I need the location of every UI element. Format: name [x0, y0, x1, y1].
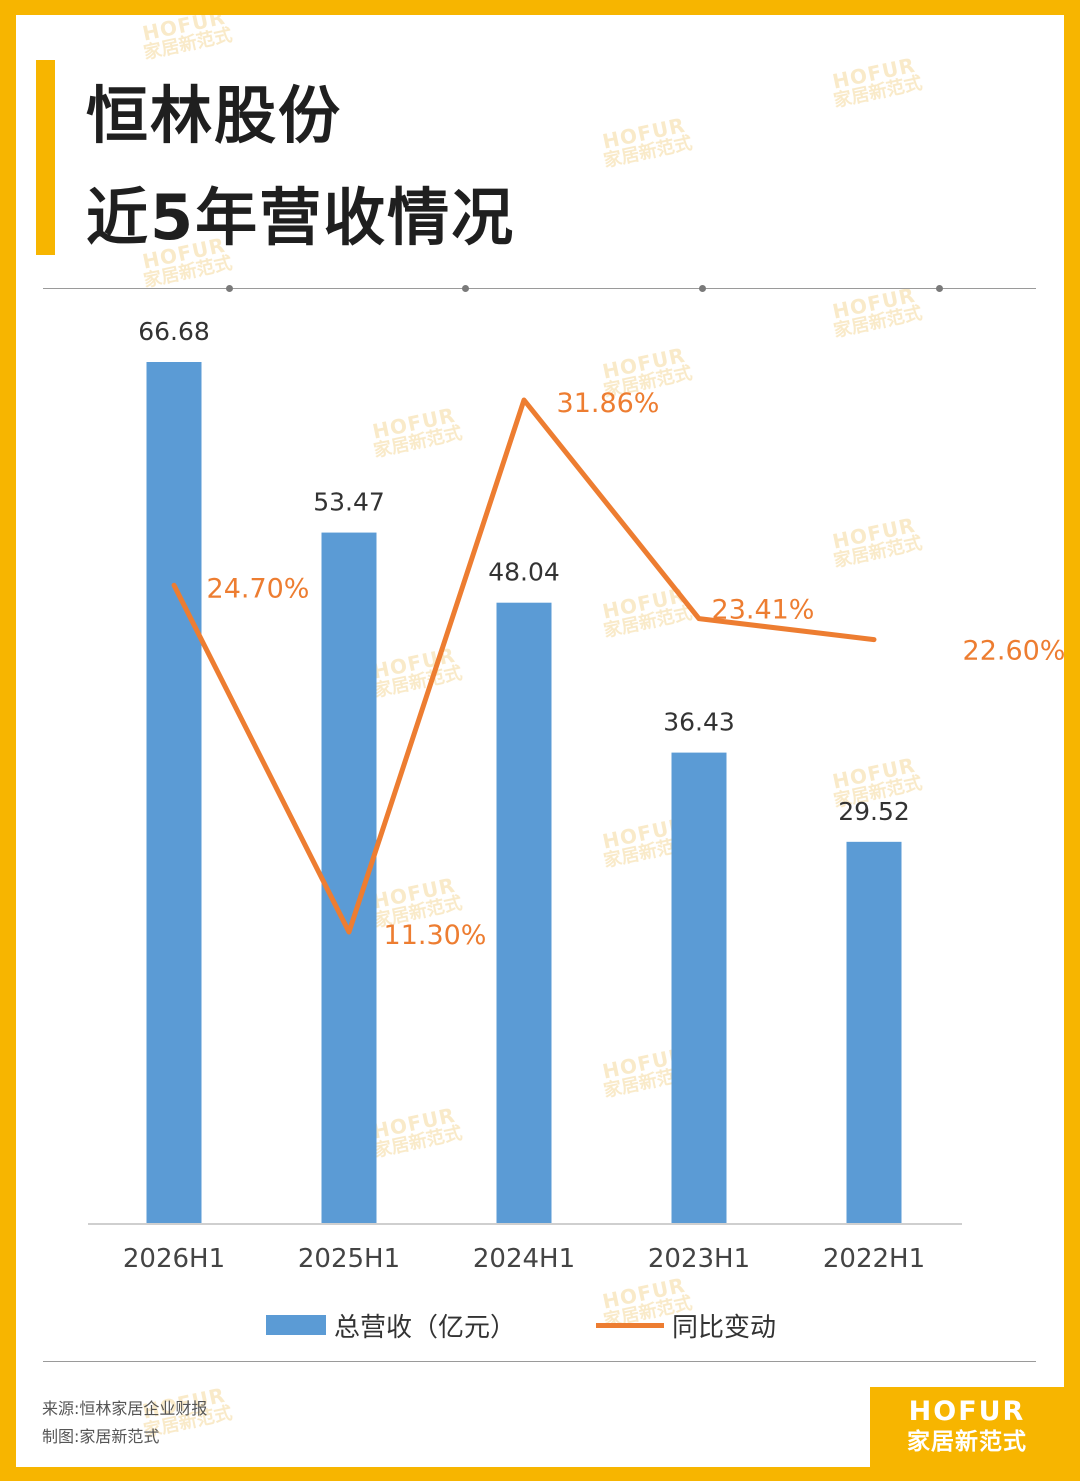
title-accent-bar	[36, 60, 55, 255]
yoy-value-label: 23.41%	[712, 595, 815, 626]
yoy-value-label: 24.70%	[207, 573, 310, 604]
revenue-bar	[671, 752, 727, 1223]
source-note: 来源:恒林家居企业财报 制图:家居新范式	[42, 1395, 207, 1451]
legend-label-yoy: 同比变动	[672, 1312, 777, 1343]
brand-logo: HOFUR 家居新范式	[870, 1387, 1064, 1467]
revenue-bar	[146, 362, 202, 1223]
x-axis-tick-label: 2022H1	[823, 1244, 925, 1274]
legend-swatch-bar	[266, 1315, 326, 1335]
yoy-value-label: 31.86%	[557, 388, 660, 419]
revenue-bar	[846, 841, 902, 1223]
divider-dot	[226, 285, 233, 292]
bar-value-label: 53.47	[313, 488, 385, 517]
bar-value-label: 48.04	[488, 558, 560, 587]
credit-line: 制图:家居新范式	[42, 1427, 160, 1446]
divider-dot	[462, 285, 469, 292]
bar-value-label: 66.68	[138, 317, 210, 346]
legend-label-revenue: 总营收（亿元）	[334, 1312, 517, 1343]
page-title: 恒林股份 近5年营收情况	[86, 65, 515, 269]
legend-swatch-line	[596, 1322, 665, 1328]
title-line-1: 恒林股份	[86, 79, 343, 152]
bar-value-label: 36.43	[663, 708, 735, 737]
x-axis-tick-label: 2026H1	[123, 1244, 225, 1274]
legend-item-yoy: 同比变动	[596, 1307, 776, 1344]
revenue-bar	[496, 602, 552, 1223]
x-axis-tick-label: 2024H1	[473, 1244, 575, 1274]
chart-legend: 总营收（亿元） 同比变动	[266, 1305, 776, 1345]
bottom-divider	[43, 1361, 1036, 1362]
x-axis-tick-label: 2025H1	[298, 1244, 400, 1274]
brand-name-cn: 家居新范式	[907, 1429, 1027, 1455]
title-line-2: 近5年营收情况	[86, 181, 516, 254]
combo-chart: 66.68 2026H1 53.47 2025H1 48.04 2024H1 36.43 20…	[88, 317, 1064, 1274]
legend-item-revenue: 总营收（亿元）	[266, 1307, 516, 1344]
divider-dot	[936, 285, 943, 292]
yoy-value-label: 11.30%	[384, 920, 487, 951]
yoy-value-label: 22.60%	[963, 636, 1064, 667]
divider-dot	[699, 285, 706, 292]
bar-value-label: 29.52	[838, 797, 910, 826]
brand-name-en: HOFUR	[908, 1396, 1026, 1427]
infographic-card: HOFUR 家居新范式 HOFUR 家居新范式 HOFUR 家居新范式 HOFUR 家居…	[16, 15, 1064, 1467]
top-divider	[43, 288, 1036, 289]
x-axis-tick-label: 2023H1	[648, 1244, 750, 1274]
source-line: 来源:恒林家居企业财报	[42, 1399, 208, 1418]
